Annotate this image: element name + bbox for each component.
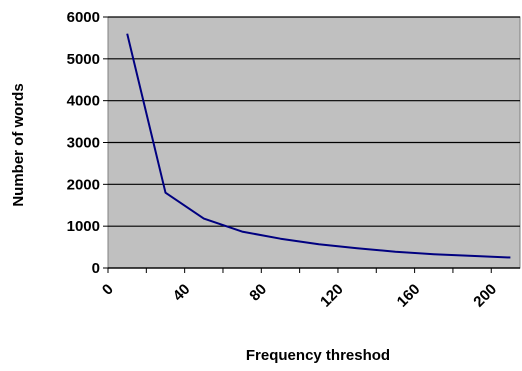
y-tick-label: 6000 [67, 9, 100, 26]
x-tick-label: 0 [99, 281, 117, 299]
y-tick-label: 5000 [67, 51, 100, 68]
x-tick-label: 120 [317, 281, 347, 311]
x-tick-label: 160 [394, 281, 424, 311]
x-tick-marks [107, 267, 520, 273]
series-group [126, 33, 511, 259]
y-tick-label: 3000 [67, 135, 100, 152]
x-tick-labels: 0 40 80 120 160 200 [99, 281, 500, 311]
y-tick-labels: 0 1000 2000 3000 4000 5000 6000 [67, 9, 100, 277]
y-tick-label: 4000 [67, 93, 100, 110]
x-tick-label: 40 [170, 281, 194, 305]
y-tick-label: 2000 [67, 176, 100, 193]
y-tick-label: 1000 [67, 218, 100, 235]
y-tick-label: 0 [92, 260, 100, 277]
x-tick-label: 80 [246, 281, 270, 305]
series-line-0 [126, 33, 511, 259]
x-axis-title: Frequency threshod [246, 347, 390, 364]
y-axis-title: Number of words [10, 83, 27, 206]
x-tick-label: 200 [470, 281, 500, 311]
